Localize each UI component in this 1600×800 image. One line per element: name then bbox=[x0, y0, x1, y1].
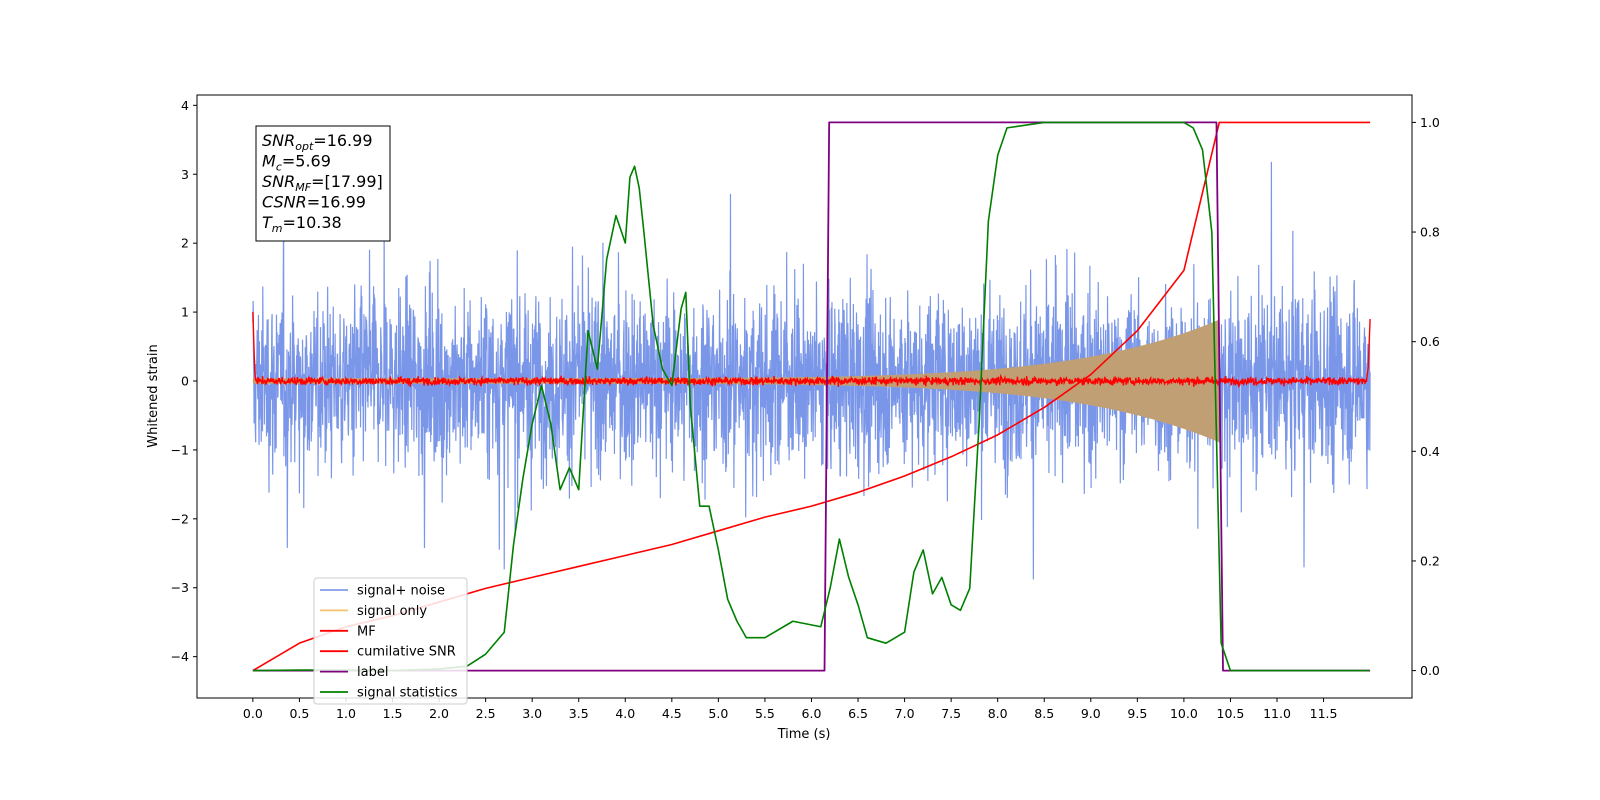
legend-frame bbox=[313, 577, 468, 705]
y-left-tick-label: 0 bbox=[181, 373, 189, 388]
y-right-tick-label: 1.0 bbox=[1420, 115, 1440, 130]
stats-line: CSNR=16.99 bbox=[262, 193, 366, 212]
stats-value: =5.69 bbox=[282, 152, 331, 171]
legend-entry: signal+ noise bbox=[357, 584, 445, 599]
stats-symbol: M bbox=[262, 152, 276, 171]
x-tick-label: 9.5 bbox=[1127, 706, 1147, 721]
stats-symbol: T bbox=[262, 213, 273, 232]
y-left-tick-label: 1 bbox=[181, 305, 189, 320]
legend-entry: label bbox=[357, 665, 388, 680]
x-tick-label: 10.5 bbox=[1217, 706, 1245, 721]
y-right-tick-label: 0.0 bbox=[1420, 663, 1440, 678]
plot-frame bbox=[196, 94, 1413, 699]
x-tick-label: 10.0 bbox=[1170, 706, 1198, 721]
stats-symbol: CSNR bbox=[262, 193, 307, 212]
signal-statistics-line bbox=[252, 121, 1370, 672]
x-tick-label: 2.0 bbox=[429, 706, 449, 721]
stats-line: Mc=5.69 bbox=[262, 152, 331, 174]
stats-value: =16.99 bbox=[313, 131, 372, 150]
stats-subscript: MF bbox=[295, 181, 311, 194]
x-tick-label: 3.0 bbox=[522, 706, 542, 721]
series-signal-statistics bbox=[252, 121, 1370, 672]
stats-symbol: SNR bbox=[262, 172, 295, 191]
y-right-tick-label: 0.6 bbox=[1420, 334, 1440, 349]
x-tick-label: 4.5 bbox=[662, 706, 682, 721]
y-left-tick-label: −3 bbox=[171, 580, 189, 595]
stats-value: =16.99 bbox=[307, 193, 366, 212]
stats-line: SNRopt=16.99 bbox=[262, 131, 373, 153]
stats-line: Tm=10.38 bbox=[262, 213, 342, 235]
y-left-tick-label: 3 bbox=[181, 167, 189, 182]
x-tick-label: 7.5 bbox=[941, 706, 961, 721]
x-axis: 0.0 0.5 1.0 1.5 2.0 2.5 3.0 3.5 4.0 4.5 5.0 5.5 6.0 6… bbox=[243, 698, 1338, 721]
stats-line: SNRMF=[17.99] bbox=[262, 172, 383, 194]
y-left-tick-label: −1 bbox=[171, 442, 189, 457]
x-tick-label: 1.0 bbox=[336, 706, 356, 721]
x-tick-label: 6.0 bbox=[802, 706, 822, 721]
y-axis-left: 4 3 2 1 0 −1 −2 −3 −4 bbox=[171, 98, 197, 664]
x-tick-label: 11.5 bbox=[1310, 706, 1338, 721]
legend-entry: cumilative SNR bbox=[357, 645, 456, 660]
y-right-tick-label: 0.8 bbox=[1420, 225, 1440, 240]
y-right-tick-label: 0.4 bbox=[1420, 444, 1440, 459]
x-tick-label: 8.0 bbox=[988, 706, 1008, 721]
stats-subscript: m bbox=[272, 222, 283, 235]
x-tick-label: 9.0 bbox=[1081, 706, 1101, 721]
x-tick-label: 11.0 bbox=[1263, 706, 1291, 721]
x-tick-label: 1.5 bbox=[383, 706, 403, 721]
stats-subscript: opt bbox=[295, 140, 314, 153]
x-tick-label: 2.5 bbox=[476, 706, 496, 721]
stats-value: =10.38 bbox=[283, 213, 342, 232]
series-mf bbox=[252, 312, 1371, 388]
legend-entry: signal statistics bbox=[357, 686, 458, 701]
x-tick-label: 6.5 bbox=[848, 706, 868, 721]
legend-entry: MF bbox=[357, 624, 376, 639]
x-tick-label: 0.0 bbox=[243, 706, 263, 721]
y-axis-label: Whitened strain bbox=[146, 344, 161, 447]
stats-box: SNRopt=16.99Mc=5.69SNRMF=[17.99]CSNR=16.… bbox=[255, 125, 391, 242]
y-axis-right: 1.0 0.8 0.6 0.4 0.2 0.0 bbox=[1412, 115, 1440, 678]
y-left-tick-label: 2 bbox=[181, 236, 189, 251]
legend: signal+ noise signal only MF cumilative SNR… bbox=[313, 577, 468, 705]
x-axis-label: Time (s) bbox=[777, 727, 831, 742]
y-left-tick-label: −2 bbox=[171, 511, 189, 526]
x-tick-label: 7.0 bbox=[895, 706, 915, 721]
stats-box-frame bbox=[255, 125, 391, 242]
x-tick-label: 3.5 bbox=[569, 706, 589, 721]
x-tick-label: 5.0 bbox=[708, 706, 728, 721]
stats-subscript: c bbox=[276, 161, 282, 174]
y-left-tick-label: −4 bbox=[171, 649, 189, 664]
x-tick-label: 5.5 bbox=[755, 706, 775, 721]
legend-entry: signal only bbox=[357, 604, 427, 619]
y-right-tick-label: 0.2 bbox=[1420, 553, 1440, 568]
x-tick-label: 8.5 bbox=[1034, 706, 1054, 721]
stats-value: =[17.99] bbox=[311, 172, 383, 191]
x-tick-label: 0.5 bbox=[289, 706, 309, 721]
stats-symbol: SNR bbox=[262, 131, 295, 150]
x-tick-label: 4.0 bbox=[615, 706, 635, 721]
mf-line bbox=[252, 312, 1371, 388]
y-left-tick-label: 4 bbox=[181, 98, 189, 113]
